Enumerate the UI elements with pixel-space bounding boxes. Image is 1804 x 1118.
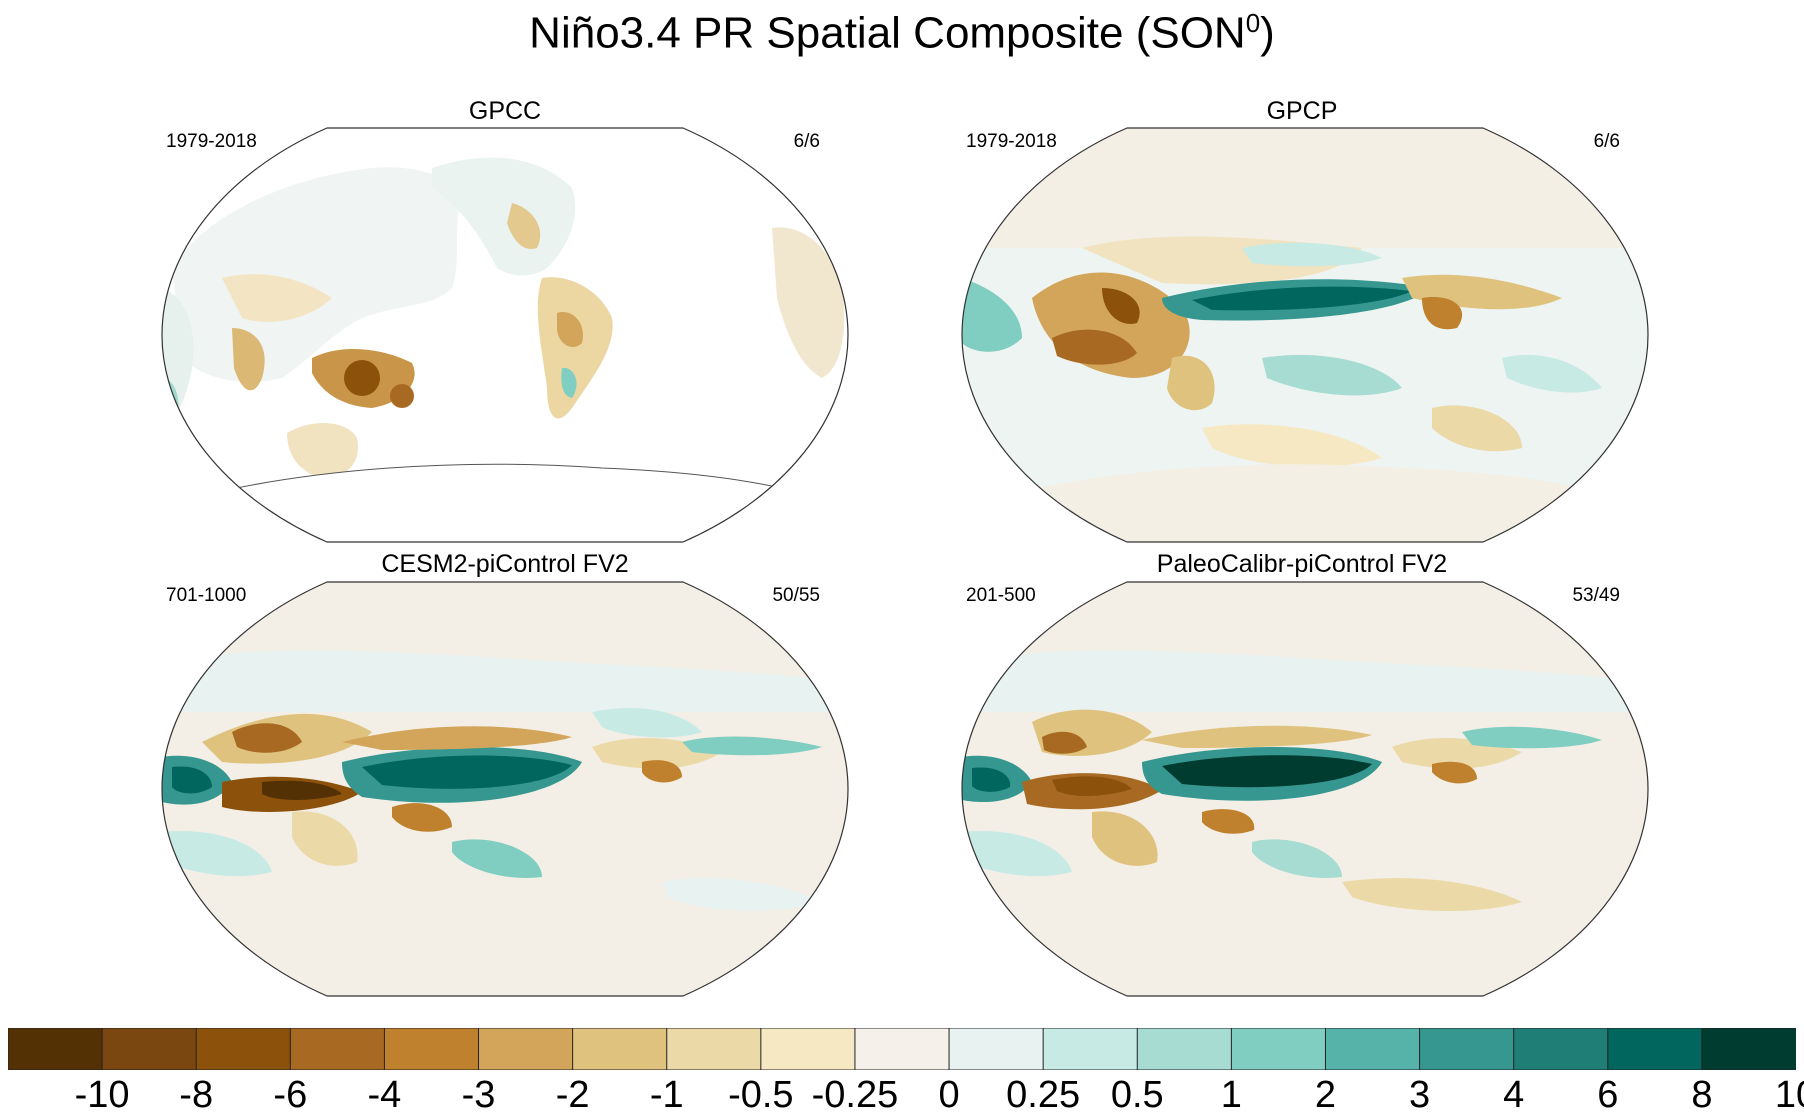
colorbar-swatch bbox=[1419, 1028, 1515, 1070]
colorbar-tick-label: 8 bbox=[1691, 1074, 1713, 1116]
land-india bbox=[232, 328, 265, 391]
colorbar-swatch bbox=[572, 1028, 668, 1070]
map-outline bbox=[961, 581, 1649, 997]
land-eurasia bbox=[172, 167, 462, 382]
colorbar-swatch bbox=[8, 1028, 104, 1070]
panel-count: 50/55 bbox=[772, 585, 820, 606]
colorbar-tick-label: -6 bbox=[273, 1074, 308, 1116]
colorbar-tick-label: 0 bbox=[938, 1074, 960, 1116]
map-outline bbox=[161, 581, 849, 997]
panel-period: 1979-2018 bbox=[166, 131, 257, 152]
colorbar-tick-label: -1 bbox=[649, 1074, 684, 1116]
colorbar bbox=[8, 1028, 1796, 1070]
land-anomaly-dry bbox=[222, 274, 332, 322]
land-africa-right bbox=[772, 227, 845, 378]
colorbar-tick-label: -10 bbox=[74, 1074, 130, 1116]
colorbar-swatch bbox=[1701, 1028, 1796, 1070]
colorbar-labels: -10 -8 -6 -4 -3 -2 -1 -0.5 -0.25 0 0.25 0.5 1 2 3 4 6 8 10 bbox=[0, 1074, 1804, 1118]
land-north-america bbox=[432, 157, 576, 276]
colorbar-swatch bbox=[1513, 1028, 1609, 1070]
map-cesm2 bbox=[161, 581, 849, 997]
colorbar-swatch bbox=[1230, 1028, 1327, 1070]
colorbar-tick-label: 3 bbox=[1409, 1074, 1431, 1116]
colorbar-tick-label: -4 bbox=[367, 1074, 402, 1116]
colorbar-swatch bbox=[195, 1028, 292, 1070]
land-south-america bbox=[537, 277, 613, 419]
colorbar-tick-label: 0.25 bbox=[1006, 1074, 1081, 1116]
colorbar-swatch bbox=[289, 1028, 386, 1070]
panel-period: 701-1000 bbox=[166, 585, 247, 606]
colorbar-tick-label: 10 bbox=[1774, 1074, 1804, 1116]
colorbar-swatch bbox=[478, 1028, 574, 1070]
colorbar-tick-label: -0.5 bbox=[728, 1074, 794, 1116]
map-outline bbox=[961, 127, 1649, 543]
colorbar-swatch bbox=[1607, 1028, 1703, 1070]
map-gpcc bbox=[161, 127, 849, 543]
colorbar-tick-label: -3 bbox=[461, 1074, 496, 1116]
colorbar-tick-label: 4 bbox=[1503, 1074, 1525, 1116]
colorbar-tick-label: 0.5 bbox=[1110, 1074, 1164, 1116]
panel-title: GPCP bbox=[1266, 97, 1338, 125]
map-gpcp bbox=[961, 127, 1649, 543]
colorbar-tick-label: 1 bbox=[1220, 1074, 1242, 1116]
colorbar-tick-label: -0.25 bbox=[811, 1074, 899, 1116]
colorbar-swatch bbox=[101, 1028, 198, 1070]
anomaly-wet bbox=[962, 278, 1022, 352]
colorbar-tick-label: -8 bbox=[179, 1074, 214, 1116]
colorbar-swatch bbox=[1136, 1028, 1233, 1070]
colorbar-swatch bbox=[666, 1028, 762, 1070]
panel-count: 53/49 bbox=[1572, 585, 1620, 606]
panel-period: 201-500 bbox=[966, 585, 1036, 606]
colorbar-swatch bbox=[854, 1028, 951, 1070]
panel-title: PaleoCalibr-piControl FV2 bbox=[1156, 550, 1448, 578]
colorbar-swatch bbox=[383, 1028, 480, 1070]
panel-count: 6/6 bbox=[793, 131, 820, 152]
panel-title: GPCC bbox=[468, 97, 542, 125]
colorbar-tick-label: -2 bbox=[555, 1074, 590, 1116]
colorbar-swatch bbox=[948, 1028, 1045, 1070]
land-australia bbox=[287, 422, 358, 478]
panel-title: CESM2-piControl FV2 bbox=[381, 550, 629, 578]
colorbar-tick-label: 2 bbox=[1314, 1074, 1337, 1116]
colorbar-swatch bbox=[760, 1028, 856, 1070]
colorbar-tick-label: 6 bbox=[1597, 1074, 1619, 1116]
colorbar-swatch bbox=[1042, 1028, 1139, 1070]
panel-count: 6/6 bbox=[1593, 131, 1620, 152]
colorbar-swatch bbox=[1324, 1028, 1421, 1070]
map-paleo bbox=[961, 581, 1649, 997]
figure-title: Niño3.4 PR Spatial Composite (SON0) bbox=[529, 8, 1275, 58]
map-outline bbox=[161, 127, 849, 543]
panel-period: 1979-2018 bbox=[966, 131, 1057, 152]
